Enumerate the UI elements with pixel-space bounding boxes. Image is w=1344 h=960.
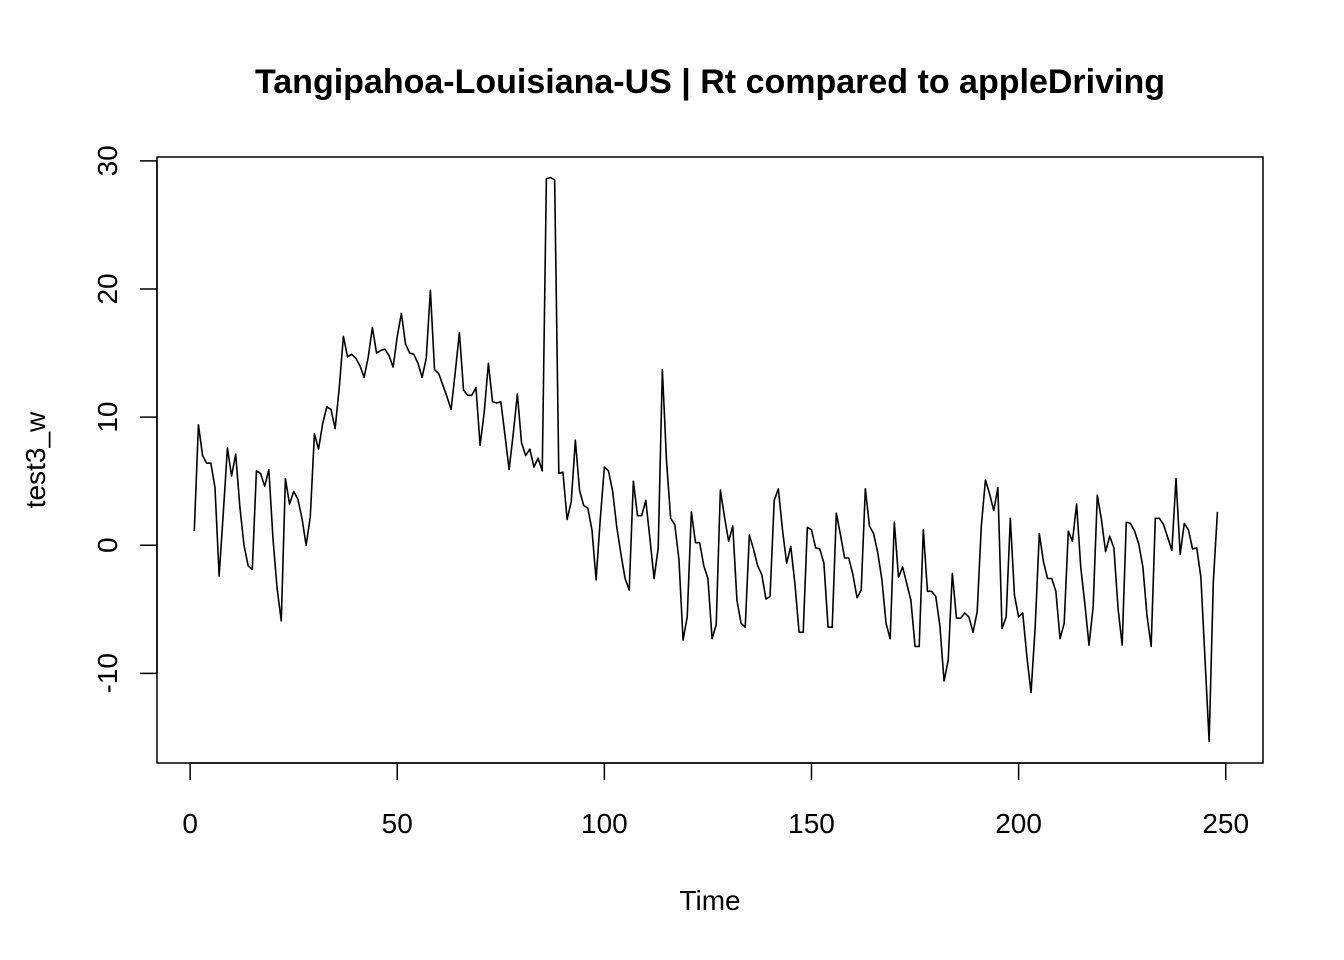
x-tick-label: 100 [581,808,628,839]
y-tick-label: 20 [92,273,123,304]
x-tick-label: 200 [995,808,1042,839]
x-axis: 0 50 100 150 200 250 [182,762,1249,839]
y-axis: -10 0 10 20 30 [92,145,158,694]
x-tick-label: 0 [182,808,198,839]
x-tick-label: 150 [788,808,835,839]
x-tick-label: 250 [1202,808,1249,839]
y-tick-label: 30 [92,145,123,176]
plot-frame [156,156,1264,764]
x-axis-label: Time [679,885,740,916]
chart-title: Tangipahoa-Louisiana-US | Rt compared to… [255,63,1165,101]
series-line [193,176,1219,743]
y-tick-label: 10 [92,402,123,433]
y-tick-label: -10 [92,653,123,693]
x-tick-label: 50 [382,808,413,839]
y-axis-label: test3_w [20,411,51,508]
y-tick-label: 0 [92,537,123,553]
